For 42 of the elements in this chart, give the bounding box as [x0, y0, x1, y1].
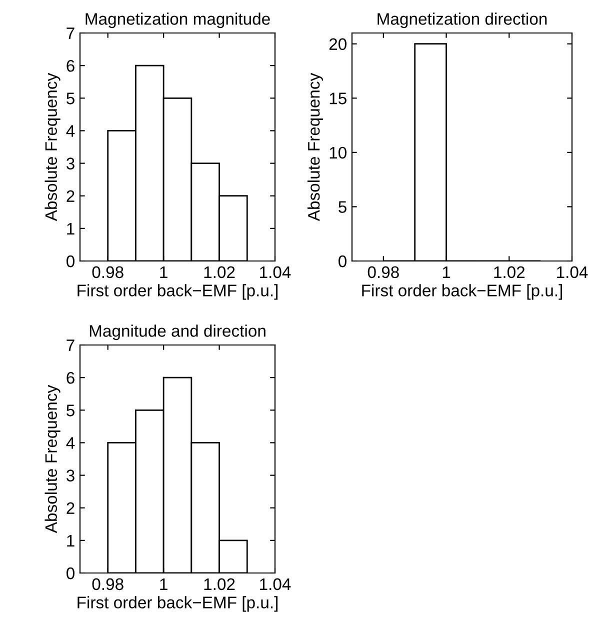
chart-title: Magnetization direction [378, 12, 547, 28]
x-tick-label: 0.98 [92, 266, 124, 278]
x-tick-label: 1.04 [260, 578, 291, 590]
y-tick-label: 4 [66, 125, 75, 137]
x-tick-label: 1.02 [204, 578, 235, 590]
x-tick-label: 1.02 [204, 266, 235, 278]
x-tick-label: 1 [160, 578, 168, 590]
x-tick-label: 1 [160, 266, 168, 278]
y-tick-label: 3 [66, 470, 74, 482]
x-tick-label: 1.04 [557, 266, 588, 278]
y-axis-title: Absolute Frequency [44, 384, 60, 534]
y-tick-label: 2 [66, 190, 74, 202]
x-tick-label: 0.98 [92, 578, 124, 590]
y-tick-label: 5 [338, 201, 346, 213]
y-tick-label: 10 [330, 146, 346, 159]
x-axis-title: First order back−EMF [p.u.] [78, 284, 278, 300]
x-axis-title: First order back−EMF [p.u.] [362, 284, 562, 300]
y-tick-label: 5 [66, 404, 74, 416]
y-axis-title: Absolute Frequency [44, 72, 60, 222]
y-tick-label: 0 [66, 567, 74, 580]
y-tick-label: 3 [66, 158, 74, 170]
y-tick-label: 1 [67, 223, 74, 234]
x-tick-label: 1.02 [494, 266, 525, 278]
y-tick-label: 20 [329, 38, 346, 50]
x-tick-label: 1 [442, 266, 450, 278]
x-axis-title: First order back−EMF [p.u.] [78, 596, 278, 612]
y-tick-label: 0 [338, 255, 346, 268]
y-tick-label: 5 [66, 92, 74, 104]
y-tick-label: 7 [66, 340, 74, 352]
x-tick-label: 1.04 [260, 266, 291, 278]
x-tick-label: 0.98 [368, 266, 399, 278]
y-tick-label: 15 [330, 92, 346, 104]
y-tick-label: 6 [66, 60, 74, 72]
chart-title: Magnetization magnitude [86, 12, 270, 28]
y-axis-title: Absolute Frequency [308, 72, 324, 222]
y-tick-label: 7 [66, 28, 74, 40]
y-tick-label: 0 [66, 255, 74, 268]
y-tick-label: 4 [66, 437, 75, 449]
chart-title: Magnitude and direction [90, 324, 266, 340]
y-tick-label: 1 [67, 535, 74, 546]
y-tick-label: 2 [66, 502, 74, 514]
y-tick-label: 6 [66, 372, 74, 384]
